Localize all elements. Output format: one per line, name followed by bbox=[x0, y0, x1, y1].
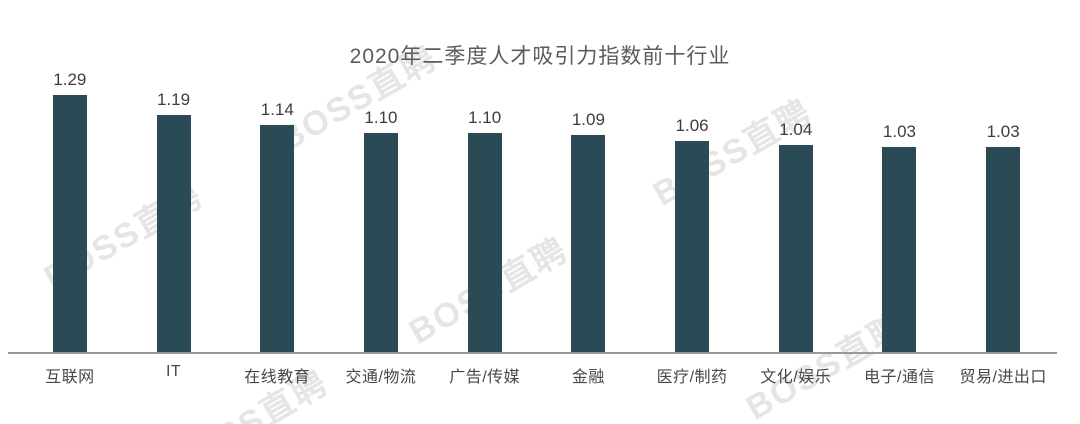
bar bbox=[778, 145, 813, 353]
bar bbox=[467, 133, 502, 353]
bar-slot: 1.06 bbox=[640, 0, 744, 353]
x-axis-label: 互联网 bbox=[45, 369, 95, 386]
x-axis-label: 金融 bbox=[571, 369, 605, 386]
bar bbox=[986, 147, 1021, 353]
bar-value-label: 1.06 bbox=[675, 116, 709, 135]
x-axis-label: IT bbox=[165, 363, 182, 380]
bar-slot: 1.03 bbox=[848, 0, 952, 353]
bar-slot: 1.29 bbox=[18, 0, 122, 353]
bar-value-label: 1.19 bbox=[157, 90, 191, 109]
x-axis-label: 电子/通信 bbox=[864, 369, 935, 386]
bar-slot: 1.09 bbox=[537, 0, 641, 353]
bar-value-label: 1.14 bbox=[260, 100, 294, 119]
bar-value-label: 1.10 bbox=[468, 108, 502, 127]
bar-value-label: 1.04 bbox=[779, 120, 813, 139]
x-axis-label: 医疗/制药 bbox=[656, 369, 728, 386]
bar bbox=[156, 115, 191, 353]
chart-title: 2020年二季度人才吸引力指数前十行业 bbox=[349, 45, 731, 68]
bar-slot: 1.14 bbox=[225, 0, 329, 353]
bar bbox=[260, 125, 295, 353]
x-axis-label: 文化/娱乐 bbox=[760, 369, 832, 386]
bar-value-label: 1.03 bbox=[986, 122, 1020, 141]
x-axis-label: 交通/物流 bbox=[345, 369, 417, 386]
bar-slot: 1.04 bbox=[744, 0, 848, 353]
x-axis-labels: 互联网 IT 在线教育 交通/物流 广告/传媒 金融 医疗/制药 文化/娱乐 电子/通信 贸易/进… bbox=[18, 363, 1055, 387]
x-axis-label: 贸易/进出口 bbox=[959, 369, 1047, 386]
x-axis-label: 广告/传媒 bbox=[449, 369, 521, 386]
bar bbox=[675, 141, 710, 353]
bar-value-label: 1.03 bbox=[882, 122, 917, 141]
bar-value-label: 1.09 bbox=[571, 110, 605, 129]
bar bbox=[882, 147, 917, 353]
bar-slot: 1.19 bbox=[122, 0, 226, 353]
bar-slot: 1.10 bbox=[433, 0, 537, 353]
bar bbox=[52, 95, 87, 353]
x-axis-line bbox=[8, 352, 1057, 354]
bar-slot: 1.03 bbox=[951, 0, 1055, 353]
bar bbox=[571, 135, 606, 353]
bar-slot: 1.10 bbox=[329, 0, 433, 353]
bar-value-label: 1.29 bbox=[53, 70, 87, 89]
bar-value-label: 1.10 bbox=[364, 108, 398, 127]
plot-area: 1.29 1.19 1.14 1.10 1.10 1.09 1.06 1.04 1.03 1.03 bbox=[18, 0, 1055, 353]
bar bbox=[363, 133, 398, 353]
x-axis-label: 在线教育 bbox=[244, 369, 311, 386]
